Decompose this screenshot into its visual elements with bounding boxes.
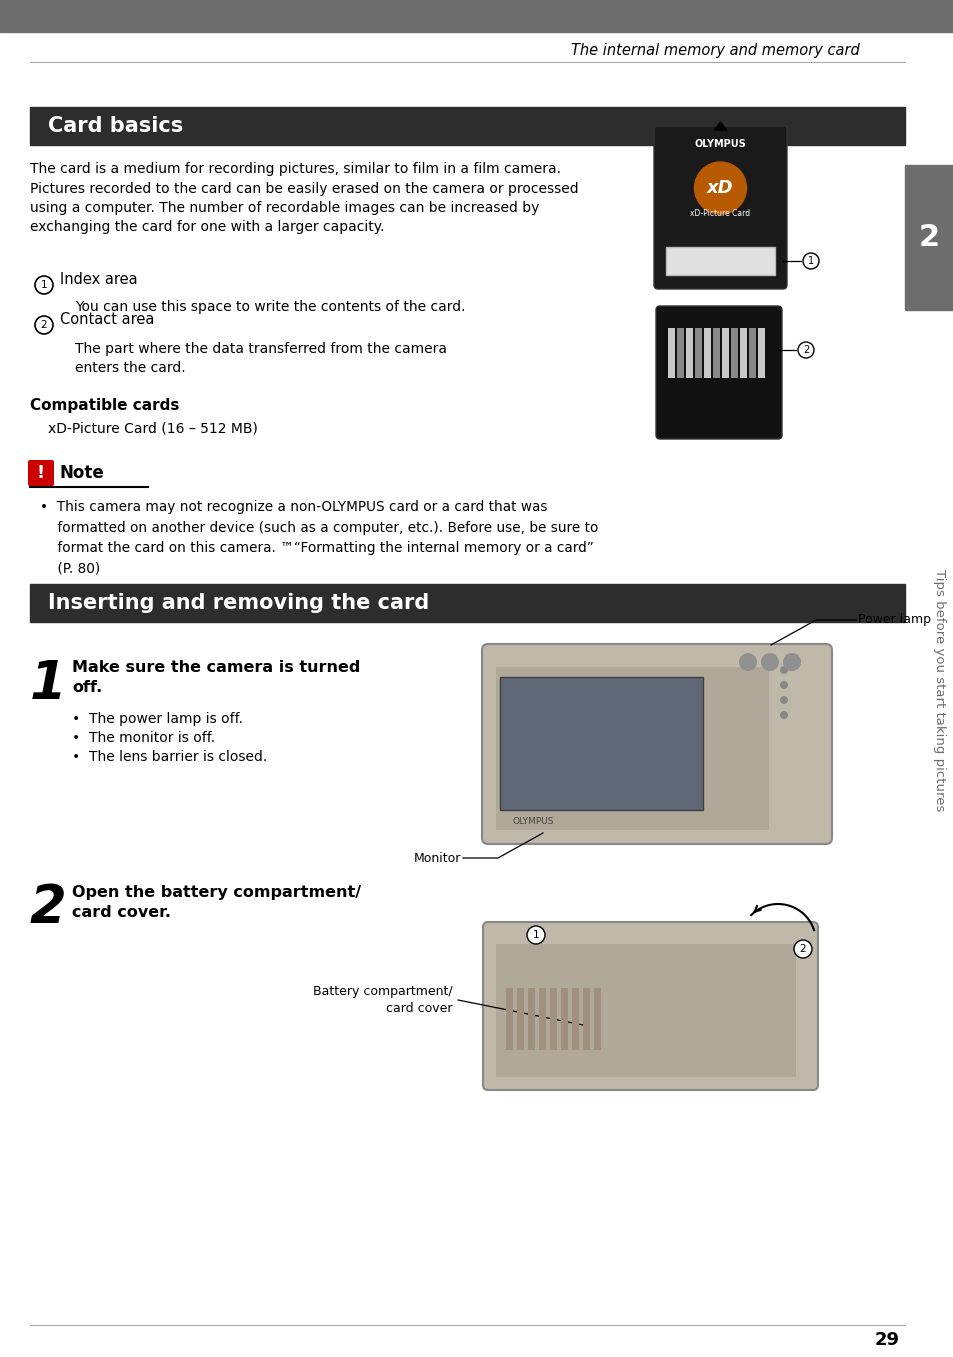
Text: The part where the data transferred from the camera
enters the card.: The part where the data transferred from… [75,342,447,376]
FancyBboxPatch shape [654,126,786,289]
Bar [496,668,768,830]
Text: The internal memory and memory card: The internal memory and memory card [571,42,859,57]
Bar [740,328,746,379]
Bar [758,328,764,379]
FancyBboxPatch shape [481,645,831,844]
Text: •  This camera may not recognize a non-OLYMPUS card or a card that was
    forma: • This camera may not recognize a non-OL… [40,499,598,575]
Text: Tips before you start taking pictures: Tips before you start taking pictures [933,569,945,811]
Text: !: ! [37,464,45,482]
Text: Make sure the camera is turned
off.: Make sure the camera is turned off. [71,660,360,695]
Text: Monitor: Monitor [414,851,460,864]
Text: You can use this space to write the contents of the card.: You can use this space to write the cont… [75,300,465,313]
Circle shape [780,681,787,689]
Circle shape [760,653,779,670]
Bar [527,988,535,1050]
Text: 29: 29 [874,1331,899,1349]
Bar [550,988,557,1050]
Text: 1: 1 [41,280,48,290]
Polygon shape [714,122,726,130]
Circle shape [35,275,53,294]
Circle shape [793,940,811,958]
Text: Card basics: Card basics [48,115,183,136]
Bar [721,328,728,379]
Bar [730,328,738,379]
Circle shape [35,316,53,334]
Text: Contact area: Contact area [60,312,154,327]
Text: Inserting and removing the card: Inserting and removing the card [48,593,429,613]
Text: Open the battery compartment/
card cover.: Open the battery compartment/ card cover… [71,885,361,920]
Text: •  The monitor is off.: • The monitor is off. [71,731,214,745]
Circle shape [780,696,787,704]
Bar [30,107,904,145]
Circle shape [526,925,544,944]
Bar [677,328,683,379]
Bar [0,0,953,33]
Bar [582,988,589,1050]
Bar [517,988,523,1050]
Text: The card is a medium for recording pictures, similar to film in a film camera.
P: The card is a medium for recording pictu… [30,161,578,235]
Bar [499,677,702,810]
Bar [748,328,755,379]
Text: xD-Picture Card (16 – 512 MB): xD-Picture Card (16 – 512 MB) [48,422,257,436]
Bar [496,944,795,1077]
Text: 1: 1 [532,930,538,940]
Bar [904,166,953,309]
Text: •  The power lamp is off.: • The power lamp is off. [71,712,243,726]
Text: xD-Picture Card: xD-Picture Card [690,209,750,218]
Circle shape [780,666,787,674]
Bar [30,584,904,622]
FancyBboxPatch shape [28,460,54,486]
Bar [685,328,692,379]
Circle shape [739,653,757,670]
Circle shape [782,653,801,670]
Text: Index area: Index area [60,273,137,288]
FancyBboxPatch shape [482,921,817,1090]
Circle shape [694,161,745,214]
Text: OLYMPUS: OLYMPUS [512,817,553,826]
Text: xD: xD [706,179,733,197]
Text: 2: 2 [802,345,808,356]
Bar [572,988,578,1050]
Text: Battery compartment/
card cover: Battery compartment/ card cover [313,985,453,1015]
Text: 2: 2 [918,223,939,251]
Bar [594,988,600,1050]
Bar [665,247,774,275]
Text: 2: 2 [41,320,48,330]
Text: •  The lens barrier is closed.: • The lens barrier is closed. [71,750,267,764]
Circle shape [780,711,787,719]
Text: 2: 2 [799,944,805,954]
Bar [712,328,720,379]
Text: 1: 1 [807,256,813,266]
Text: 2: 2 [30,882,67,934]
Bar [695,328,701,379]
Text: OLYMPUS: OLYMPUS [694,138,745,149]
Text: Compatible cards: Compatible cards [30,398,179,413]
Bar [667,328,675,379]
Bar [560,988,567,1050]
FancyBboxPatch shape [656,305,781,440]
Circle shape [797,342,813,358]
Bar [703,328,710,379]
Text: Power lamp: Power lamp [857,613,930,627]
Bar [538,988,545,1050]
Bar [505,988,513,1050]
Circle shape [802,252,818,269]
Text: Note: Note [60,464,105,482]
Text: 1: 1 [30,658,67,710]
